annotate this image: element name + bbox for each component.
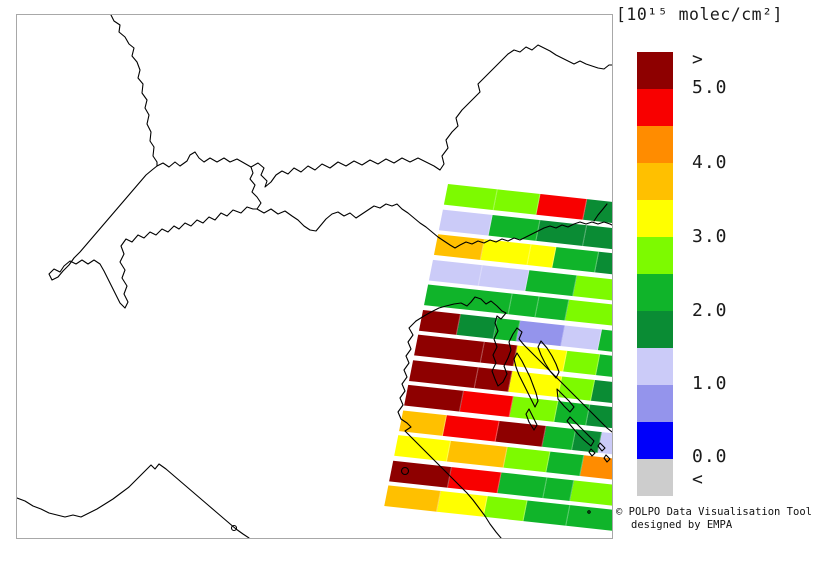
adriatic-north-coast (415, 296, 612, 433)
lagoon-island (400, 466, 410, 476)
colorbar-segment-amber (637, 163, 673, 200)
colorbar-segment-orange (637, 126, 673, 163)
rhine-border (110, 15, 158, 167)
colorbar-segment-red (637, 89, 673, 126)
austria-north-border (250, 44, 612, 188)
tuscan-island (230, 524, 238, 532)
colorbar-tick-label: 3.0 (692, 226, 728, 247)
colorbar-tick-labels: >5.0 4.0 3.0 2.0 1.0 0.0 < (692, 0, 762, 566)
slovenia-border-branch (593, 203, 608, 222)
colorbar-segment-gray (637, 459, 673, 496)
island-rab (556, 388, 575, 413)
small-islets (588, 442, 611, 463)
colorbar-tick-label: > (692, 49, 704, 70)
colorbar-segment-blue (637, 422, 673, 459)
credit-line-2: designed by EMPA (631, 519, 733, 531)
colorbar (637, 52, 673, 496)
colorbar-segment-chartreuse (637, 237, 673, 274)
colorbar-tick-label: < (692, 469, 704, 490)
credit-note: © POLPO Data Visualisation Tool designed… (616, 506, 812, 532)
colorbar-tick-label: 1.0 (692, 373, 728, 394)
colorbar-title: [10¹⁵ molec/cm²] (616, 5, 783, 24)
colorbar-tick-label: 4.0 (692, 152, 728, 173)
credit-line-1: © POLPO Data Visualisation Tool (616, 506, 812, 518)
colorbar-segment-darkred (637, 52, 673, 89)
italy-adriatic-west-coast (397, 320, 502, 538)
colorbar-segment-yellow (637, 200, 673, 237)
tiny-island-dot (587, 510, 591, 514)
island-losinj (525, 408, 538, 431)
island-krk (537, 340, 560, 379)
liguria-tuscany-coast (17, 463, 250, 538)
colorbar-segment-darkgreen (637, 311, 673, 348)
colorbar-tick-label: 5.0 (692, 77, 728, 98)
colorbar-segment-lavender (637, 348, 673, 385)
switzerland-outline (48, 151, 262, 309)
island-pag (566, 416, 595, 447)
colorbar-tick-label: 2.0 (692, 300, 728, 321)
colorbar-segment-green (637, 274, 673, 311)
austria-italy-border (256, 203, 612, 249)
map-panel (16, 14, 613, 539)
country-borders (17, 15, 612, 538)
colorbar-segment-medblue (637, 385, 673, 422)
island-cres (513, 352, 539, 408)
colorbar-tick-label: 0.0 (692, 446, 728, 467)
